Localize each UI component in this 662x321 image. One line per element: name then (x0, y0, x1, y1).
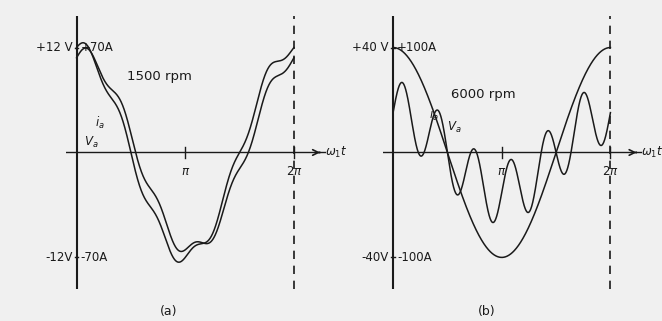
Text: -40V: -40V (361, 251, 389, 264)
Text: $\omega_1 t$: $\omega_1 t$ (641, 145, 662, 160)
Text: 1500 rpm: 1500 rpm (127, 70, 192, 83)
Text: +70A: +70A (81, 41, 113, 54)
Text: $2\pi$: $2\pi$ (602, 165, 619, 178)
Text: 6000 rpm: 6000 rpm (451, 88, 515, 101)
Text: (b): (b) (478, 305, 495, 317)
Text: -100A: -100A (397, 251, 432, 264)
Text: $2\pi$: $2\pi$ (285, 165, 303, 178)
Text: $\omega_1 t$: $\omega_1 t$ (325, 145, 348, 160)
Text: $i_a$: $i_a$ (95, 115, 105, 131)
Text: -12V: -12V (45, 251, 72, 264)
Text: $i_a$: $i_a$ (430, 107, 439, 123)
Text: $V_a$: $V_a$ (84, 134, 99, 150)
Text: +40 V: +40 V (352, 41, 389, 54)
Text: +12 V: +12 V (36, 41, 72, 54)
Text: -70A: -70A (81, 251, 108, 264)
Text: +100A: +100A (397, 41, 438, 54)
Text: (a): (a) (160, 305, 177, 317)
Text: $V_a$: $V_a$ (447, 120, 461, 135)
Text: $\pi$: $\pi$ (497, 165, 506, 178)
Text: $\pi$: $\pi$ (181, 165, 190, 178)
